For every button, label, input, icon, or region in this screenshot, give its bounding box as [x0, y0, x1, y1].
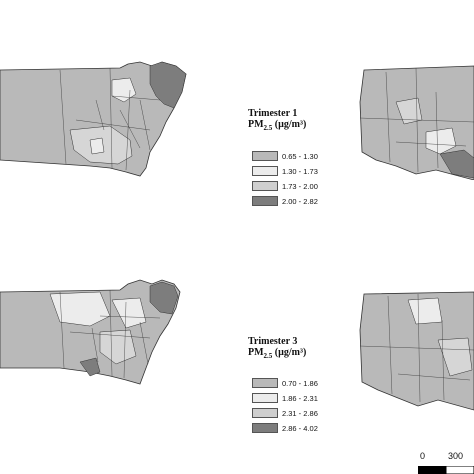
- region-light: [99, 329, 137, 365]
- legend-row: 2.31 - 2.86: [252, 407, 318, 419]
- legend-row: 1.30 - 1.73: [252, 165, 318, 177]
- legend-swatch: [252, 166, 278, 176]
- legend-row: 1.86 - 2.31: [252, 392, 318, 404]
- pm-label: PM2.5 (µg/m³): [248, 119, 307, 132]
- legend-title-3: Trimester 3 PM2.5 (µg/m³): [248, 336, 306, 362]
- vic-map-trimester-2: [356, 62, 474, 180]
- legend-swatch: [252, 393, 278, 403]
- region-high: [149, 281, 179, 315]
- region-white: [111, 77, 137, 103]
- legend-swatch: [252, 181, 278, 191]
- pm-label: PM2.5 (µg/m³): [248, 347, 307, 360]
- legend-swatch: [252, 378, 278, 388]
- vic-map-trimester-4: [358, 290, 474, 412]
- legend-range: 2.86 - 4.02: [282, 423, 318, 433]
- legend-range: 1.86 - 2.31: [282, 393, 318, 403]
- legend-swatch: [252, 423, 278, 433]
- trimester-label: Trimester 3: [248, 336, 298, 347]
- legend-range: 2.31 - 2.86: [282, 408, 318, 418]
- lga-boundaries: [59, 289, 161, 379]
- region-high-2: [79, 357, 101, 377]
- legend-range: 1.30 - 1.73: [282, 166, 318, 176]
- region-white-2: [111, 297, 147, 329]
- legend-row: 2.86 - 4.02: [252, 422, 318, 434]
- scale-bar: [418, 466, 474, 474]
- nsw-map-trimester-1: [0, 60, 190, 180]
- region-high: [439, 149, 474, 179]
- legend-range: 2.00 - 2.82: [282, 196, 318, 206]
- region-light: [437, 337, 473, 377]
- scale-segment-black: [418, 466, 446, 474]
- legend-row: 0.65 - 1.30: [252, 150, 318, 162]
- region-white: [49, 291, 111, 327]
- legend-range: 1.73 - 2.00: [282, 181, 318, 191]
- legend-row: 2.00 - 2.82: [252, 195, 318, 207]
- lga-boundaries: [359, 67, 474, 173]
- legend-row: 1.73 - 2.00: [252, 180, 318, 192]
- region-white-2: [89, 137, 105, 155]
- lga-boundaries: [59, 67, 161, 171]
- lga-boundaries: [359, 293, 474, 403]
- legend-swatch: [252, 408, 278, 418]
- region-high: [149, 61, 187, 109]
- nsw-map-trimester-3: [0, 272, 190, 392]
- legend-swatch: [252, 151, 278, 161]
- scale-label-zero: 0: [420, 451, 426, 461]
- legend-range: 0.65 - 1.30: [282, 151, 318, 161]
- legend-row: 0.70 - 1.86: [252, 377, 318, 389]
- trimester-label: Trimester 1: [248, 108, 298, 119]
- legend-swatch: [252, 196, 278, 206]
- nsw-landmass: [0, 61, 187, 177]
- legend-range: 0.70 - 1.86: [282, 378, 318, 388]
- legend-title-1: Trimester 1 PM2.5 (µg/m³): [248, 108, 306, 134]
- scale-label-mid: 300: [448, 451, 464, 461]
- region-white: [425, 127, 457, 155]
- scale-segment-white: [445, 466, 474, 474]
- vic-landmass: [359, 291, 474, 411]
